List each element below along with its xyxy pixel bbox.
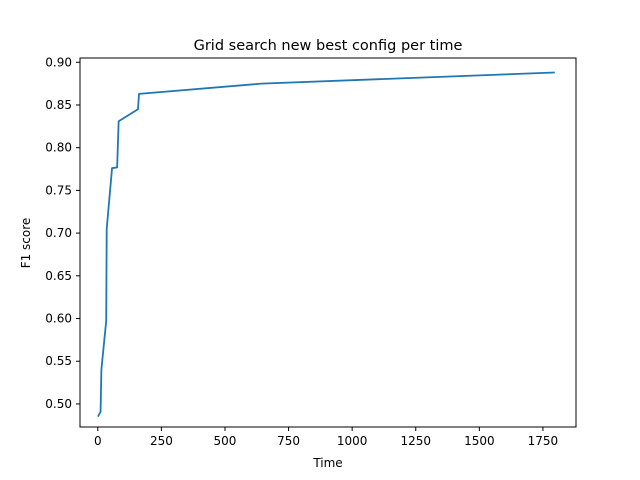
y-tick-label: 0.75	[45, 183, 72, 197]
x-tick-label: 1000	[337, 434, 368, 448]
x-tick-label: 500	[214, 434, 237, 448]
axes-frame	[79, 57, 577, 428]
y-tick-label: 0.70	[45, 226, 72, 240]
chart-title: Grid search new best config per time	[194, 38, 463, 54]
x-tick-label: 1250	[400, 434, 431, 448]
y-tick-label: 0.80	[45, 141, 72, 155]
y-tick-label: 0.90	[45, 55, 72, 69]
series-layer	[97, 71, 555, 418]
series-line	[97, 71, 555, 418]
y-axis-label: F1 score	[19, 218, 33, 269]
x-axis-label: Time	[312, 456, 342, 470]
plot-area-border	[79, 57, 577, 428]
y-tick-label: 0.50	[45, 397, 72, 411]
y-tick-label: 0.55	[45, 354, 72, 368]
x-axis-ticks: 0 250 500 750 1000 1250 1500 1750	[94, 427, 558, 448]
y-tick-label: 0.65	[45, 269, 72, 283]
y-axis-ticks: 0.50 0.55 0.60 0.65 0.70 0.75 0.80 0.85 0.90	[45, 55, 80, 411]
x-tick-label: 1750	[528, 434, 559, 448]
x-tick-label: 1500	[464, 434, 495, 448]
y-tick-label: 0.60	[45, 312, 72, 326]
x-tick-label: 250	[150, 434, 173, 448]
x-tick-label: 0	[94, 434, 102, 448]
x-tick-label: 750	[277, 434, 300, 448]
y-tick-label: 0.85	[45, 98, 72, 112]
